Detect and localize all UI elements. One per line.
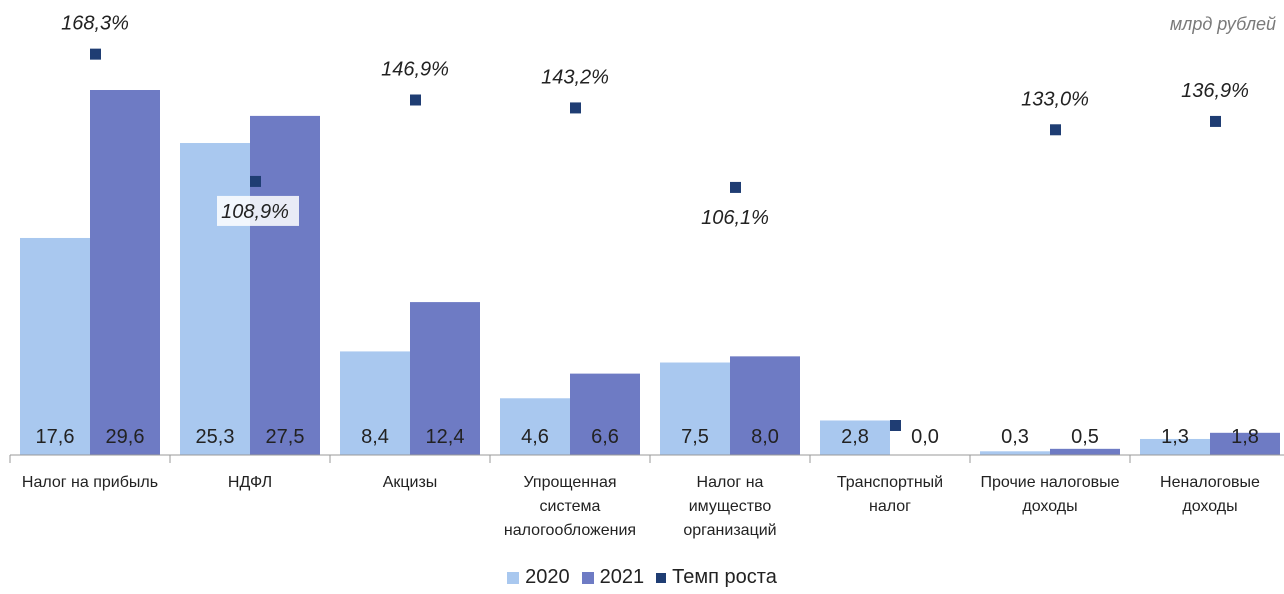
growth-marker-2 <box>410 94 421 106</box>
bar-label-2021-7: 1,8 <box>1231 426 1259 448</box>
category-label-5-1: налог <box>869 498 911 515</box>
category-label-6-0: Прочие налоговые <box>981 474 1120 491</box>
growth-label-4: 106,1% <box>701 207 769 229</box>
category-label-4-0: Налог на <box>697 474 764 491</box>
growth-marker-7 <box>1210 115 1221 127</box>
category-label-3-1: система <box>540 498 601 515</box>
bar-label-2020-6: 0,3 <box>1001 426 1029 448</box>
bar-2020-7 <box>1140 438 1210 455</box>
growth-label-6: 133,0% <box>1021 88 1089 110</box>
bar-label-2020-5: 2,8 <box>841 426 869 448</box>
bar-2021-7 <box>1210 432 1280 455</box>
bar-label-2020-4: 7,5 <box>681 426 709 448</box>
legend-label-growth: Темп роста <box>672 566 777 588</box>
bar-2020-4 <box>660 362 730 455</box>
growth-marker-3 <box>570 102 581 114</box>
legend-item-growth: Темп роста <box>656 566 777 589</box>
bar-2021-3 <box>570 373 640 455</box>
bar-label-2020-1: 25,3 <box>196 426 235 448</box>
category-label-6-1: доходы <box>1022 498 1077 515</box>
bar-2020-6 <box>980 451 1050 455</box>
category-label-4-2: организаций <box>683 522 776 539</box>
bar-label-2021-0: 29,6 <box>106 426 145 448</box>
bar-2021-1 <box>250 115 320 456</box>
legend-item-2020: 2020 <box>507 566 570 589</box>
bar-2020-1 <box>180 143 250 455</box>
growth-label-1: 108,9% <box>221 201 289 223</box>
growth-label-3: 143,2% <box>541 66 609 88</box>
growth-marker-6 <box>1050 124 1061 136</box>
unit-label: млрд рублей <box>1169 14 1276 34</box>
bar-label-2021-6: 0,5 <box>1071 426 1099 448</box>
legend-item-2021: 2021 <box>581 566 645 589</box>
bar-label-2021-3: 6,6 <box>591 426 619 448</box>
category-label-0-0: Налог на прибыль <box>22 474 158 491</box>
growth-marker-5 <box>890 420 901 431</box>
growth-label-bg-1 <box>217 195 299 226</box>
growth-marker-0 <box>90 48 101 60</box>
bar-label-2021-1: 27,5 <box>266 426 305 448</box>
bar-2021-6 <box>1050 448 1120 455</box>
category-label-5-0: Транспортный <box>837 474 943 491</box>
bar-label-2021-4: 8,0 <box>751 426 779 448</box>
bar-label-2021-2: 12,4 <box>426 426 465 448</box>
bar-label-2020-2: 8,4 <box>361 426 389 448</box>
legend-label-2021: 2021 <box>599 566 645 588</box>
bar-2020-3 <box>500 398 570 455</box>
growth-marker-1 <box>250 175 261 187</box>
category-label-4-1: имущество <box>689 498 772 515</box>
category-label-1-0: НДФЛ <box>228 474 272 491</box>
legend-label-2020: 2020 <box>525 566 570 588</box>
bar-label-2020-7: 1,3 <box>1161 426 1189 448</box>
category-label-3-2: налогообложения <box>504 522 636 539</box>
category-label-7-1: доходы <box>1182 498 1237 515</box>
bar-2020-5 <box>820 420 890 455</box>
growth-label-7: 136,9% <box>1181 80 1249 102</box>
bar-label-2021-5: 0,0 <box>911 426 939 448</box>
bar-2020-2 <box>340 351 410 455</box>
bar-2021-4 <box>730 356 800 455</box>
legend: 2020 2021 Темп роста <box>0 566 1284 589</box>
category-label-7-0: Неналоговые <box>1160 474 1260 491</box>
growth-marker-4 <box>730 181 741 193</box>
legend-swatch-2020 <box>507 571 520 584</box>
legend-swatch-2021 <box>581 571 594 584</box>
bar-label-2020-3: 4,6 <box>521 426 549 448</box>
bar-2021-0 <box>90 90 160 455</box>
bar-2021-2 <box>410 302 480 455</box>
category-label-3-0: Упрощенная <box>523 474 616 491</box>
bar-label-2020-0: 17,6 <box>36 426 75 448</box>
category-label-2-0: Акцизы <box>383 474 438 491</box>
legend-swatch-growth <box>656 572 667 583</box>
bar-2020-0 <box>20 237 90 455</box>
growth-label-2: 146,9% <box>381 59 449 81</box>
growth-label-0: 168,3% <box>61 13 129 35</box>
